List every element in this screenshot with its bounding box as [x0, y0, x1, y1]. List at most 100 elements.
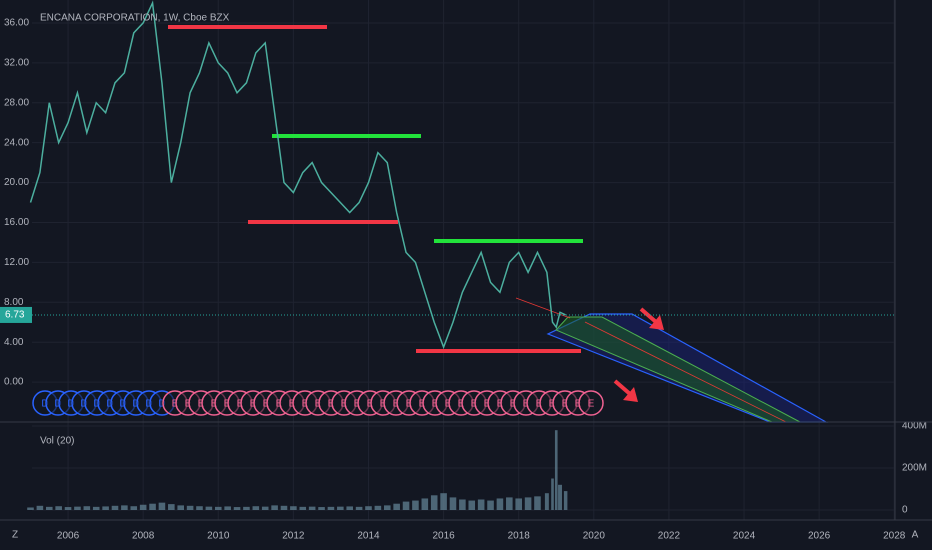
- volume-bar: [421, 498, 429, 511]
- event-label: E: [471, 399, 478, 410]
- volume-bar: [468, 500, 476, 511]
- event-label: E: [328, 399, 335, 410]
- event-label: D: [54, 399, 61, 410]
- event-label: E: [419, 399, 426, 410]
- volume-bar: [327, 506, 335, 511]
- drawings: [168, 25, 829, 423]
- arrow-head: [649, 315, 664, 330]
- event-label: D: [158, 399, 165, 410]
- event-marker: [578, 390, 604, 416]
- event-label: D: [41, 399, 48, 410]
- scale-button[interactable]: Z: [12, 530, 18, 541]
- volume-bar: [477, 499, 485, 511]
- event-label: E: [354, 399, 361, 410]
- event-label: D: [119, 399, 126, 410]
- event-label: E: [289, 399, 296, 410]
- volume-bar: [515, 498, 522, 511]
- event-label: E: [172, 399, 179, 410]
- event-label: E: [276, 399, 283, 410]
- volume-bar: [261, 506, 269, 511]
- volume-bar: [205, 506, 213, 511]
- volume-bar: [308, 506, 316, 511]
- arrow: [639, 307, 658, 324]
- event-label: E: [237, 399, 244, 410]
- volume-bar: [551, 478, 554, 511]
- volume-bar: [365, 506, 372, 511]
- volume-tick-label: 200M: [902, 463, 927, 474]
- event-label: E: [575, 399, 582, 410]
- volume-bar: [271, 505, 278, 511]
- y-tick-label: 36.00: [4, 18, 29, 29]
- volume-bar: [412, 500, 419, 511]
- x-tick-label: 2014: [357, 531, 380, 542]
- volume-bar: [430, 495, 438, 511]
- y-tick-label: 12.00: [4, 257, 29, 268]
- volume-bar: [92, 506, 100, 511]
- event-label: E: [185, 399, 192, 410]
- volume-bar: [121, 505, 128, 511]
- x-tick-label: 2024: [733, 531, 756, 542]
- y-tick-label: 32.00: [4, 57, 29, 68]
- x-tick-label: 2016: [432, 531, 455, 542]
- volume-bar: [496, 498, 504, 511]
- event-label: E: [562, 399, 569, 410]
- y-tick-label: 24.00: [4, 137, 29, 148]
- x-tick-label: 2006: [57, 531, 80, 542]
- event-label: D: [145, 399, 152, 410]
- grid: [32, 0, 895, 520]
- arrow-head: [623, 387, 638, 402]
- x-tick-label: 2018: [508, 531, 531, 542]
- y-tick-label: 16.00: [4, 217, 29, 228]
- current-price-label: 6.73: [5, 310, 25, 321]
- price-line: [29, 0, 566, 350]
- volume-bar: [318, 507, 325, 511]
- event-label: E: [211, 399, 218, 410]
- event-label: D: [93, 399, 100, 410]
- volume-bar: [534, 496, 541, 511]
- volume-bar: [224, 506, 231, 511]
- event-label: E: [549, 399, 556, 410]
- volume-bar: [563, 491, 568, 511]
- volume-bar: [487, 500, 494, 511]
- auto-button[interactable]: A: [912, 530, 919, 541]
- volume-bar: [168, 504, 175, 511]
- volume-bar: [449, 497, 457, 511]
- volume-bar: [299, 506, 307, 511]
- y-tick-label: 0.00: [4, 377, 24, 388]
- volume-bar: [74, 506, 81, 511]
- event-label: D: [106, 399, 113, 410]
- volume-bar: [27, 507, 34, 511]
- x-tick-label: 2022: [658, 531, 681, 542]
- volume-bar: [290, 506, 297, 511]
- event-label: D: [132, 399, 139, 410]
- chart-title: ENCANA CORPORATION, 1W, Cboe BZX: [40, 13, 230, 24]
- event-label: E: [302, 399, 309, 410]
- volume-bar: [130, 506, 138, 511]
- volume-bar: [383, 505, 391, 511]
- event-label: E: [250, 399, 257, 410]
- volume-bar: [139, 504, 147, 511]
- event-label: E: [458, 399, 465, 410]
- event-label: E: [523, 399, 530, 410]
- y-tick-label: 8.00: [4, 297, 24, 308]
- volume-bar: [36, 505, 44, 511]
- y-tick-label: 4.00: [4, 337, 24, 348]
- volume-bar: [177, 505, 185, 511]
- volume-bar: [459, 499, 466, 511]
- event-label: D: [67, 399, 74, 410]
- event-label: E: [432, 399, 439, 410]
- event-label: E: [588, 399, 595, 410]
- event-label: E: [198, 399, 205, 410]
- volume-bar: [233, 507, 241, 511]
- volume-bar: [149, 503, 156, 511]
- volume-bar: [64, 507, 72, 511]
- event-label: E: [497, 399, 504, 410]
- x-tick-label: 2028: [883, 531, 906, 542]
- labels: 2006 2008 2010 2012 2014 2016 2018 2020 2022 2024…: [0, 18, 927, 542]
- volume-bar: [524, 497, 532, 511]
- y-tick-label: 20.00: [4, 177, 29, 188]
- x-tick-label: 2008: [132, 531, 155, 542]
- volume-bar: [544, 493, 549, 511]
